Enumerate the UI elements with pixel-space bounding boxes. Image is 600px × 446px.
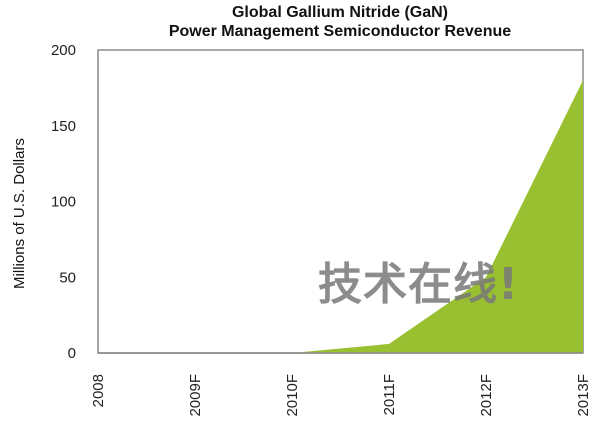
x-tick-label: 2012F: [478, 374, 495, 417]
x-tick-label: 2010F: [284, 374, 301, 417]
y-tick-label: 200: [51, 42, 76, 59]
revenue-area: [98, 80, 583, 354]
y-tick-label: 50: [59, 269, 76, 286]
y-axis-label: Millions of U.S. Dollars: [11, 138, 28, 289]
chart-subtitle: Power Management Semiconductor Revenue: [168, 23, 512, 40]
x-tick-label: 2013F: [575, 374, 592, 417]
chart-title: Global Gallium Nitride (GaN): [231, 4, 449, 21]
x-tick-label: 2009F: [187, 374, 204, 417]
y-tick-label: 100: [51, 194, 76, 211]
y-tick-label: 0: [68, 345, 76, 362]
x-tick-label: 2008: [90, 374, 107, 407]
x-tick-label: 2011F: [381, 374, 398, 415]
watermark: 技术在线!: [318, 259, 520, 310]
y-tick-label: 150: [51, 118, 76, 135]
